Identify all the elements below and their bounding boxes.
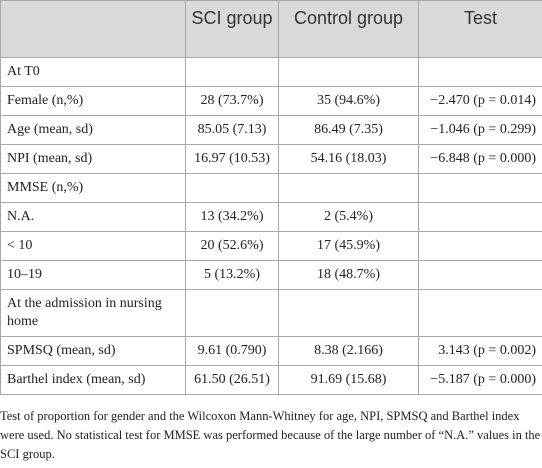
test-cell: −2.470 (p = 0.014) bbox=[418, 86, 542, 116]
table-row: < 10 20 (52.6%) 17 (45.9%) bbox=[0, 231, 542, 261]
row-label: Age (mean, sd) bbox=[0, 115, 186, 145]
sci-cell: 13 (34.2%) bbox=[185, 202, 279, 232]
header-cell: Control group bbox=[278, 0, 419, 58]
test-cell bbox=[418, 173, 542, 203]
control-cell: 2 (5.4%) bbox=[278, 202, 419, 232]
control-cell: 86.49 (7.35) bbox=[278, 115, 419, 145]
sci-cell: 20 (52.6%) bbox=[185, 231, 279, 261]
sci-cell: 5 (13.2%) bbox=[185, 260, 279, 290]
test-cell bbox=[418, 289, 542, 337]
control-cell bbox=[278, 289, 419, 337]
sci-cell: 61.50 (26.51) bbox=[185, 365, 279, 395]
row-label: At T0 bbox=[0, 57, 186, 87]
header-cell: SCI group bbox=[185, 0, 279, 58]
table-row: 10–19 5 (13.2%) 18 (48.7%) bbox=[0, 260, 542, 290]
control-cell bbox=[278, 173, 419, 203]
row-label: Barthel index (mean, sd) bbox=[0, 365, 186, 395]
row-label: SPMSQ (mean, sd) bbox=[0, 336, 186, 366]
sci-cell bbox=[185, 57, 279, 87]
table-row: SPMSQ (mean, sd) 9.61 (0.790) 8.38 (2.166)… bbox=[0, 336, 542, 366]
control-cell: 8.38 (2.166) bbox=[278, 336, 419, 366]
test-cell: 3.143 (p = 0.002) bbox=[418, 336, 542, 366]
control-cell: 17 (45.9%) bbox=[278, 231, 419, 261]
sci-cell bbox=[185, 173, 279, 203]
sci-cell: 28 (73.7%) bbox=[185, 86, 279, 116]
test-cell bbox=[418, 231, 542, 261]
table-row: Female (n,%) 28 (73.7%) 35 (94.6%) −2.470 (… bbox=[0, 86, 542, 116]
table-row: At the admission in nursing home bbox=[0, 289, 542, 337]
control-cell: 91.69 (15.68) bbox=[278, 365, 419, 395]
row-label: Female (n,%) bbox=[0, 86, 186, 116]
row-label: MMSE (n,%) bbox=[0, 173, 186, 203]
header-cell: Test bbox=[418, 0, 542, 58]
sci-cell: 16.97 (10.53) bbox=[185, 144, 279, 174]
control-cell: 35 (94.6%) bbox=[278, 86, 419, 116]
table-row: At T0 bbox=[0, 57, 542, 87]
table-row: MMSE (n,%) bbox=[0, 173, 542, 203]
row-label: 10–19 bbox=[0, 260, 186, 290]
test-cell bbox=[418, 202, 542, 232]
sci-cell bbox=[185, 289, 279, 337]
table-row: NPI (mean, sd) 16.97 (10.53) 54.16 (18.03)… bbox=[0, 144, 542, 174]
control-cell: 18 (48.7%) bbox=[278, 260, 419, 290]
data-table: SCI group Control group Test At T0 Female (… bbox=[0, 0, 542, 395]
table-row: Barthel index (mean, sd) 61.50 (26.51) 91.… bbox=[0, 365, 542, 395]
test-cell bbox=[418, 260, 542, 290]
footnote: Test of proportion for gender and the Wi… bbox=[0, 409, 541, 461]
test-cell: −6.848 (p = 0.000) bbox=[418, 144, 542, 174]
sci-cell: 9.61 (0.790) bbox=[185, 336, 279, 366]
header-row: SCI group Control group Test bbox=[0, 0, 542, 58]
row-label: N.A. bbox=[0, 202, 186, 232]
table-row: Age (mean, sd) 85.05 (7.13) 86.49 (7.35) −1… bbox=[0, 115, 542, 145]
row-label: < 10 bbox=[0, 231, 186, 261]
header-cell bbox=[0, 0, 186, 58]
control-cell: 54.16 (18.03) bbox=[278, 144, 419, 174]
test-cell bbox=[418, 57, 542, 87]
table-row: N.A. 13 (34.2%) 2 (5.4%) bbox=[0, 202, 542, 232]
row-label: NPI (mean, sd) bbox=[0, 144, 186, 174]
sci-cell: 85.05 (7.13) bbox=[185, 115, 279, 145]
test-cell: −5.187 (p = 0.000) bbox=[418, 365, 542, 395]
control-cell bbox=[278, 57, 419, 87]
test-cell: −1.046 (p = 0.299) bbox=[418, 115, 542, 145]
row-label: At the admission in nursing home bbox=[0, 289, 186, 337]
table-body: At T0 Female (n,%) 28 (73.7%) 35 (94.6%) −2.… bbox=[0, 57, 542, 395]
